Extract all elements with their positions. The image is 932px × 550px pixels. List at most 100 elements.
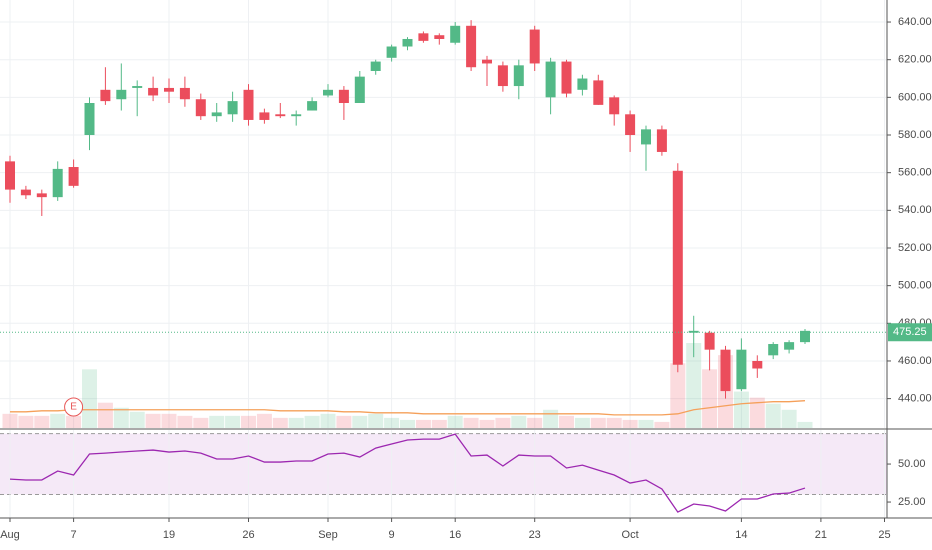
candle-body (323, 89, 333, 96)
y-tick-label: 580.00 (898, 129, 932, 141)
candle-body (227, 101, 238, 115)
candle-body (20, 189, 31, 196)
candle-body (768, 344, 779, 356)
volume-bar (2, 413, 18, 428)
volume-bar (559, 415, 574, 428)
event-label: E (70, 402, 77, 413)
candle-body (386, 46, 397, 58)
y-tick-label: 620.00 (898, 54, 932, 66)
volume-bar (161, 413, 177, 428)
volume-bar (622, 419, 638, 428)
y-tick-label: 440.00 (898, 393, 932, 405)
volume-bar (82, 369, 97, 428)
volume-bar (288, 417, 304, 428)
x-tick-label: 26 (242, 529, 254, 541)
volume-bar (574, 417, 590, 428)
candle-body (752, 360, 763, 369)
volume-bar (18, 415, 34, 428)
candle-body (545, 61, 556, 98)
candle-body (736, 349, 747, 390)
candle-body (529, 29, 540, 64)
candle-body (275, 114, 286, 117)
candle-body (434, 35, 445, 39)
volume-bar (670, 363, 686, 428)
volume-bar (415, 419, 431, 428)
x-tick-label: 23 (529, 529, 541, 541)
volume-bar (129, 411, 145, 428)
candle-body (482, 59, 492, 64)
volume-bar (765, 403, 781, 428)
candle-body (784, 342, 795, 350)
y-tick-label: 500.00 (898, 280, 932, 292)
volume-bar (50, 413, 66, 428)
candle-body (656, 129, 667, 152)
candle-body (593, 80, 604, 105)
volume-bar (749, 397, 765, 428)
volume-bar (336, 415, 352, 428)
rsi-band (0, 433, 887, 495)
candle-body (370, 61, 381, 71)
volume-bar (177, 415, 193, 428)
volume-bar (209, 415, 225, 428)
candle-body (609, 97, 620, 115)
candle-body (513, 65, 524, 87)
volume-bar (686, 343, 702, 428)
candle-body (100, 89, 111, 102)
candle-body (148, 87, 159, 96)
x-tick-label: 9 (389, 529, 395, 541)
y-tick-label: 600.00 (898, 91, 932, 103)
y-tick-label: 460.00 (898, 355, 932, 367)
candle-body (418, 33, 429, 41)
volume-bar (241, 415, 256, 428)
x-tick-label: 19 (163, 529, 175, 541)
candle-body (800, 330, 810, 343)
candle-body (36, 193, 47, 198)
volume-bar (511, 415, 527, 428)
volume-bar (272, 417, 288, 428)
volume-bar (733, 391, 749, 428)
candle-body (116, 89, 127, 100)
volume-bar (781, 409, 797, 428)
volume-bar (431, 419, 447, 428)
volume-bar (113, 407, 129, 428)
candle-body (291, 114, 302, 117)
volume-bar (320, 413, 336, 428)
volume-bar (463, 417, 479, 428)
volume-ma-line (10, 400, 806, 416)
candle-body (179, 87, 190, 100)
candle-body (68, 167, 79, 186)
event-marker (64, 397, 84, 417)
y-tick-label: 640.00 (898, 16, 932, 28)
candle-body (720, 349, 731, 392)
candle-body (164, 87, 174, 92)
x-tick-label: Sep (318, 529, 338, 541)
candle-body (132, 86, 143, 88)
candle-body (450, 25, 461, 43)
volume-bar (145, 413, 161, 428)
volume-bar (256, 413, 272, 428)
rsi-tick-label: 25.00 (898, 496, 926, 508)
candle-body (243, 89, 254, 120)
volume-bar (638, 419, 654, 428)
y-tick-label: 560.00 (898, 167, 932, 179)
volume-bar (193, 417, 209, 428)
candle-body (625, 114, 636, 136)
x-tick-label: 7 (71, 529, 77, 541)
candle-body (704, 332, 715, 350)
candle-body (354, 76, 365, 103)
candle-body (307, 101, 318, 111)
candle-body (466, 25, 477, 68)
candle-body (338, 89, 349, 103)
y-tick-label: 540.00 (898, 204, 932, 216)
candle-body (52, 168, 63, 198)
volume-bar (606, 417, 622, 428)
candle-body (497, 65, 508, 87)
candle-body (641, 129, 651, 145)
candle-body (577, 78, 588, 90)
last-price-box (888, 323, 932, 342)
last-price-label: 475.25 (893, 326, 927, 338)
rsi-tick-label: 50.00 (898, 458, 926, 470)
volume-bar (225, 415, 241, 428)
volume-bar (447, 415, 463, 428)
